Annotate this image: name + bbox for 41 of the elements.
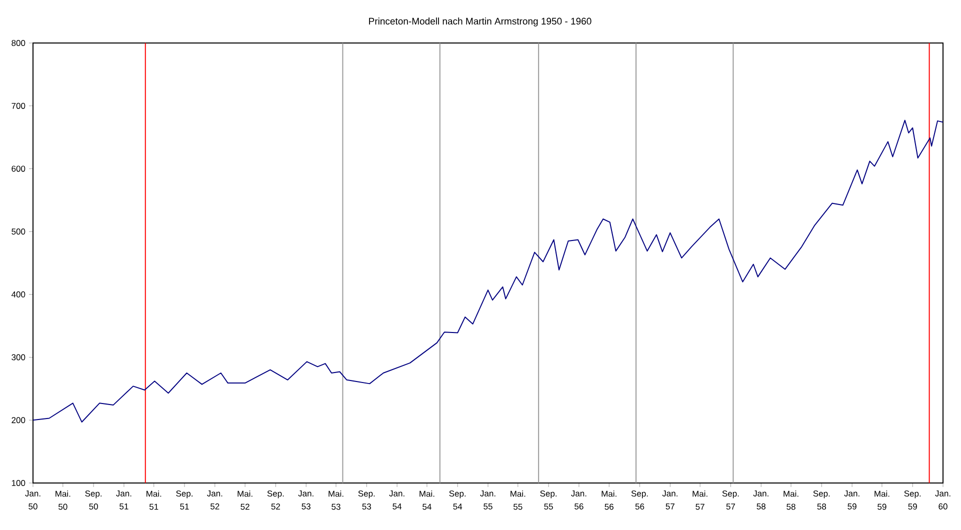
x-tick-label: Mai. 52 bbox=[238, 490, 252, 510]
x-tick-label: Sep. 50 bbox=[85, 490, 102, 510]
y-tick-label: 200 bbox=[12, 417, 26, 424]
y-tick-label: 600 bbox=[12, 166, 26, 172]
x-tick-label: Jan. 52 bbox=[207, 490, 222, 510]
x-tick-label: Sep. 58 bbox=[813, 490, 830, 510]
x-tick-label: Sep. 52 bbox=[267, 490, 284, 510]
x-tick-label: Sep. 53 bbox=[358, 490, 375, 510]
x-tick-label: Jan. 58 bbox=[753, 490, 768, 510]
x-tick-label: Jan. 59 bbox=[844, 490, 860, 510]
chart-title: Princeton-Modell nach Martin Armstrong 1950 - 1960 bbox=[369, 18, 592, 26]
y-tick-label: 400 bbox=[11, 291, 26, 298]
x-tick-label: Mai. 50 bbox=[56, 490, 70, 510]
x-tick-label: Mai. 57 bbox=[692, 490, 708, 510]
y-tick-label: 700 bbox=[12, 102, 26, 109]
x-tick-label: Mai. 56 bbox=[602, 490, 616, 510]
x-tick-label: Jan. 57 bbox=[662, 490, 678, 510]
x-tick-label: Mai. 54 bbox=[420, 490, 434, 510]
line-series bbox=[33, 120, 944, 423]
x-tick-label: Sep. 56 bbox=[631, 490, 648, 510]
x-tick-label: Sep. 59 bbox=[904, 490, 921, 510]
x-tick-label: Mai. 53 bbox=[328, 490, 344, 510]
x-tick-label: Jan. 56 bbox=[571, 490, 586, 510]
x-tick-label: Jan. 54 bbox=[389, 490, 404, 510]
x-tick-label: Sep. 51 bbox=[176, 490, 192, 510]
y-tick-label: 800 bbox=[12, 40, 26, 46]
y-tick-label: 300 bbox=[12, 354, 26, 360]
x-tick-label: Mai. 55 bbox=[510, 490, 526, 510]
x-tick-label: Jan. 51 bbox=[116, 490, 132, 510]
y-tick-label: 500 bbox=[12, 228, 26, 235]
x-tick-label: Sep. 54 bbox=[449, 490, 466, 510]
x-tick-label: Sep. 57 bbox=[722, 490, 739, 510]
y-tick-label: 100 bbox=[12, 480, 26, 486]
x-tick-label: Mai. 58 bbox=[784, 490, 798, 510]
x-tick-label: Jan. 53 bbox=[298, 490, 314, 510]
x-tick-label: Jan. 60 bbox=[935, 490, 950, 510]
x-tick-label: Jan. 55 bbox=[480, 490, 496, 510]
x-tick-label: Jan. 50 bbox=[25, 490, 40, 510]
x-tick-label: Mai. 59 bbox=[874, 490, 890, 510]
x-tick-label: Mai. 51 bbox=[146, 490, 162, 510]
x-tick-label: Sep. 55 bbox=[540, 490, 557, 510]
